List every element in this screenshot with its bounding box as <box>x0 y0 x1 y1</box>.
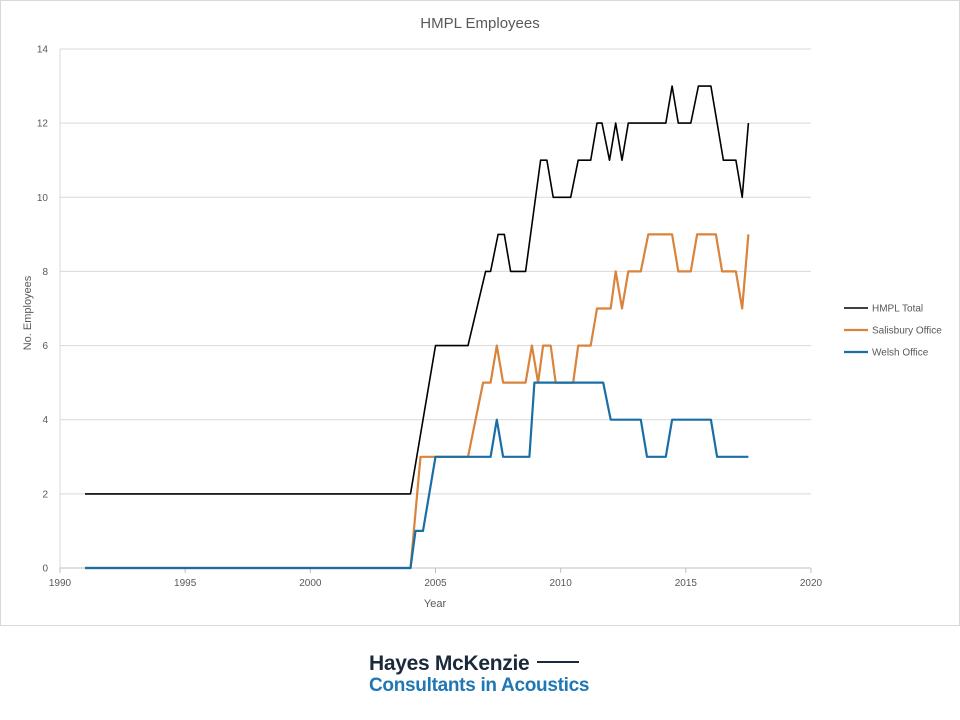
x-tick-label: 2015 <box>675 578 698 589</box>
y-tick-label: 0 <box>42 564 48 575</box>
x-tick-label: 2000 <box>299 578 322 589</box>
x-tick-label: 2010 <box>550 578 573 589</box>
x-tick-label: 2020 <box>800 578 823 589</box>
logo-company-name: Hayes McKenzie <box>369 652 580 676</box>
series-line-welsh-office <box>85 381 749 570</box>
y-axis-title: No. Employees <box>22 275 34 350</box>
y-tick-label: 14 <box>37 45 49 56</box>
logo-dash <box>537 661 580 664</box>
logo-tagline: Consultants in Acoustics <box>369 675 590 696</box>
x-tick-label: 1995 <box>174 578 197 589</box>
gridlines <box>60 48 811 569</box>
y-tick-label: 8 <box>42 267 48 278</box>
y-tick-label: 6 <box>42 341 48 352</box>
legend-label-welsh-office: Welsh Office <box>872 348 929 359</box>
legend-label-salisbury-office: Salisbury Office <box>872 326 942 337</box>
y-tick-label: 12 <box>37 119 49 130</box>
company-logo: Hayes McKenzie Consultants in Acoustics <box>369 652 629 700</box>
chart-frame: HMPL Employees 0 2 4 6 8 10 12 14 1990 1995 2000 20… <box>0 0 960 626</box>
x-axis-title: Year <box>424 598 447 610</box>
axes: 0 2 4 6 8 10 12 14 1990 1995 2000 2005 2010 2015 2020 <box>37 45 823 590</box>
line-chart: HMPL Employees 0 2 4 6 8 10 12 14 1990 1995 2000 20… <box>22 15 942 610</box>
series-line-salisbury-office <box>85 233 750 570</box>
legend: HMPL Total Salisbury Office Welsh Office <box>844 304 942 359</box>
legend-label-hmpl-total: HMPL Total <box>872 304 923 315</box>
series-lines <box>85 85 750 570</box>
x-tick-label: 2005 <box>424 578 447 589</box>
x-tick-label: 1990 <box>49 578 72 589</box>
logo-company-name-text: Hayes McKenzie <box>369 652 530 675</box>
chart-title: HMPL Employees <box>420 15 540 32</box>
y-tick-label: 2 <box>42 489 48 500</box>
series-line-hmpl-total <box>85 85 750 495</box>
y-tick-label: 10 <box>37 193 49 204</box>
y-tick-label: 4 <box>42 415 48 426</box>
